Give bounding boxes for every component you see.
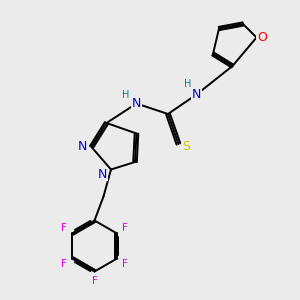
Text: S: S — [182, 140, 190, 154]
Text: N: N — [192, 88, 201, 101]
Text: H: H — [122, 89, 130, 100]
Text: O: O — [257, 31, 267, 44]
Text: F: F — [92, 276, 98, 286]
Text: N: N — [98, 167, 107, 181]
Text: F: F — [61, 259, 67, 269]
Text: N: N — [132, 97, 141, 110]
Text: H: H — [184, 79, 191, 89]
Text: F: F — [61, 224, 67, 233]
Text: F: F — [122, 259, 128, 269]
Text: F: F — [122, 224, 128, 233]
Text: N: N — [78, 140, 87, 154]
